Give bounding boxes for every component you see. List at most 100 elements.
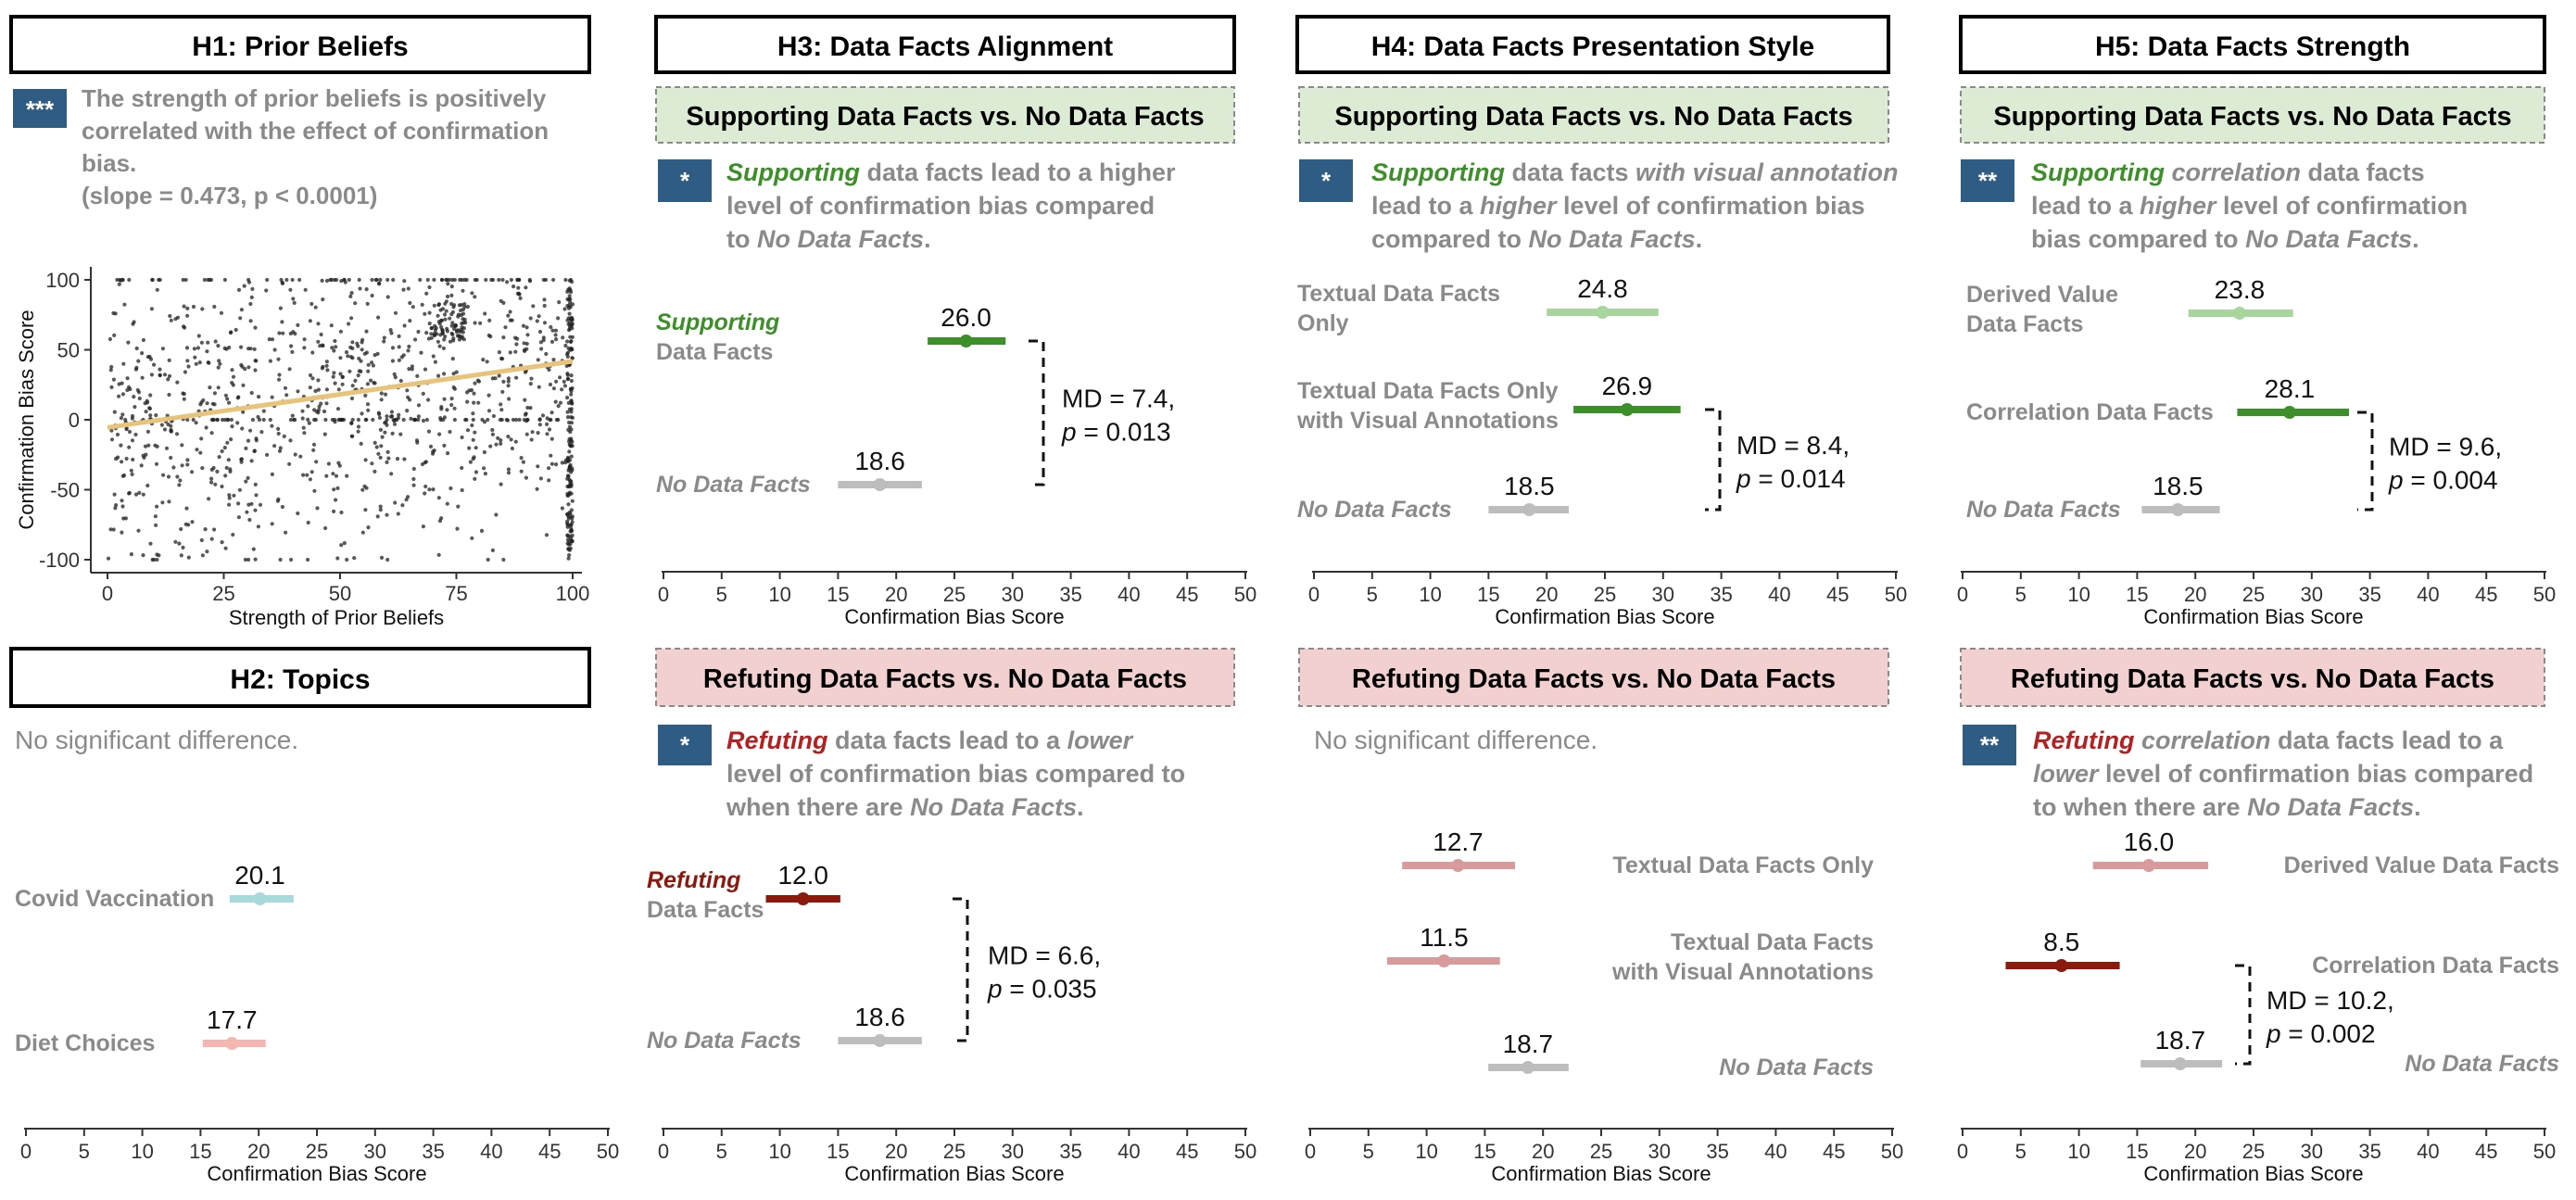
h4r-value-label: 12.7	[1433, 827, 1484, 856]
h1-scatter-point	[406, 286, 410, 291]
h1-scatter-point	[472, 400, 476, 405]
h1-scatter-point	[130, 416, 134, 421]
h1-scatter-point	[486, 409, 492, 413]
h1-scatter-point	[473, 295, 477, 299]
h1-scatter-point	[229, 417, 234, 423]
h1-scatter-point	[141, 492, 145, 497]
h1-scatter-point	[519, 469, 524, 474]
h1-scatter-point	[338, 356, 343, 360]
h1-scatter-point	[537, 423, 543, 427]
h1-scatter-point	[448, 316, 452, 321]
h1-scatter-point	[444, 277, 448, 283]
h1-scatter-point	[339, 543, 344, 548]
h1-scatter-point	[308, 373, 313, 378]
h4r-x-tick-label: 25	[1590, 1140, 1612, 1163]
h3r-p-value-label: p = 0.035	[987, 975, 1097, 1004]
h1-scatter-point	[416, 414, 421, 419]
h1-scatter-point	[449, 284, 454, 289]
h4s-x-tick-label: 20	[1535, 583, 1558, 606]
h4s-x-tick-label: 35	[1710, 583, 1732, 606]
h1-scatter-point	[276, 357, 281, 361]
h3-supporting-header: Supporting Data Facts vs. No Data Facts	[655, 86, 1235, 144]
h1-scatter-point	[503, 325, 508, 330]
h1-scatter-point	[209, 537, 214, 541]
h1-scatter-point	[443, 317, 448, 322]
h1-scatter-point	[318, 344, 322, 348]
h1-scatter-point	[324, 363, 329, 368]
h1-scatter-point	[152, 362, 157, 367]
h1-scatter-point	[450, 332, 455, 337]
h1-scatter-point	[566, 493, 571, 498]
h1-scatter-point	[521, 323, 526, 328]
h1-scatter-point	[545, 432, 549, 436]
h1-scatter-point	[427, 284, 432, 290]
h1-scatter-point	[374, 445, 379, 449]
h3r-interval-chart: 0 5 10 15 20 25 30 35 40 45 50 Confirmation Bias Sc…	[647, 861, 1256, 1185]
h4s-finding: Supporting data facts with visual annota…	[1371, 158, 1905, 253]
h1-scatter-point	[220, 448, 224, 454]
h1-scatter-point	[392, 372, 397, 376]
h4s-row-label: No Data Facts	[1297, 497, 1452, 523]
h1-scatter-point	[313, 388, 318, 394]
h1-scatter-point	[244, 446, 248, 450]
h1-scatter-point	[348, 294, 353, 298]
h5r-x-tick-label: 45	[2475, 1140, 2497, 1163]
h1-scatter-point	[200, 553, 205, 558]
h1-scatter-point	[499, 441, 503, 446]
h1-scatter-point	[254, 493, 259, 498]
h1-scatter-point	[393, 375, 398, 380]
h1-scatter-point	[420, 461, 425, 467]
h1-scatter-point	[569, 523, 574, 527]
h1-scatter-point	[521, 460, 526, 464]
h1-scatter-point	[198, 450, 203, 455]
h1-scatter-point	[458, 308, 463, 313]
h3r-value-label: 12.0	[777, 861, 828, 890]
h1-scatter-point	[385, 557, 390, 562]
h1-scatter-point	[287, 367, 292, 372]
h4r-x-tick-label: 40	[1764, 1140, 1787, 1163]
h1-scatter-point	[499, 402, 503, 407]
h1-scatter-point	[293, 452, 297, 457]
h2-x-tick-label: 20	[247, 1140, 270, 1163]
h1-scatter-point	[397, 334, 401, 338]
h1-scatter-point	[107, 336, 112, 342]
h1-scatter-point	[560, 506, 565, 511]
h1-scatter-point	[395, 417, 399, 423]
h1-scatter-point	[278, 446, 283, 450]
h5r-x-tick-label: 25	[2242, 1140, 2265, 1163]
h1-scatter-point	[316, 378, 321, 383]
h1-scatter-point	[215, 469, 220, 474]
h4s-significance-bracket	[1705, 408, 1722, 512]
h1-scatter-point	[246, 347, 251, 351]
h1-significance-badge: ***	[13, 89, 67, 128]
h2-x-tick-label: 50	[597, 1140, 619, 1163]
h1-scatter-point	[267, 337, 271, 342]
h1-scatter-point	[148, 413, 153, 418]
h1-scatter-point	[524, 325, 529, 330]
h1-scatter-point	[472, 391, 476, 396]
h1-scatter-point	[465, 304, 470, 309]
h1-scatter-point	[471, 411, 475, 416]
h1-scatter-point	[224, 465, 229, 470]
h1-scatter-point	[311, 442, 317, 447]
h5s-value-label: 28.1	[2265, 374, 2316, 403]
h1-scatter-point	[230, 368, 234, 373]
h1-scatter-point	[379, 444, 384, 448]
h1-scatter-point	[427, 310, 432, 315]
h1-scatter-point	[256, 414, 260, 420]
h1-scatter-point	[397, 358, 401, 362]
h1-scatter-point	[120, 474, 125, 478]
h4r-value-label: 18.7	[1503, 1029, 1554, 1058]
h5s-finding: Supporting correlation data facts lead t…	[2031, 158, 2475, 253]
h1-badge-stars: ***	[26, 95, 55, 123]
h1-scatter-point	[454, 370, 459, 374]
h1-scatter-point	[161, 473, 166, 477]
h1-scatter-point	[437, 519, 443, 524]
h1-scatter-point	[211, 465, 216, 471]
h1-scatter-point	[478, 321, 483, 325]
h1-scatter-point	[177, 483, 182, 487]
h1-scatter-point	[416, 403, 422, 408]
h1-scatter-point	[268, 417, 272, 423]
h5s-x-tick-label: 10	[2067, 583, 2090, 606]
h1-scatter-point	[225, 397, 230, 401]
